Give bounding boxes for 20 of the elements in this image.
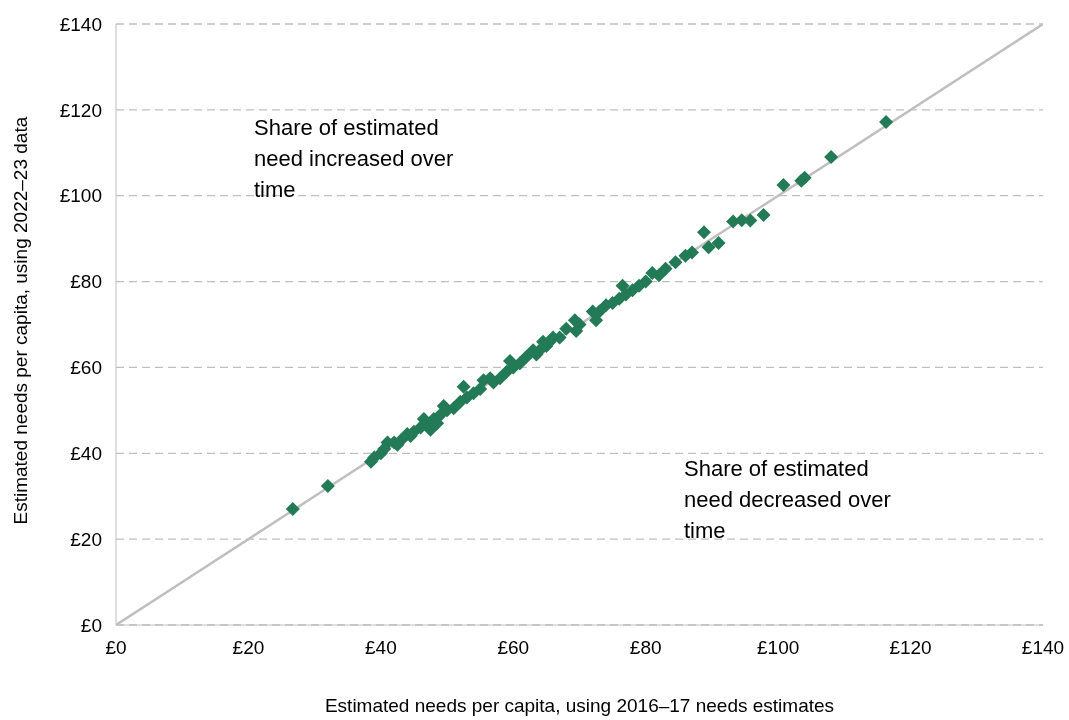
x-tick-label: £100 <box>757 637 800 659</box>
x-tick-label: £80 <box>629 637 662 659</box>
x-tick-label: £20 <box>232 637 265 659</box>
annotation: Share of estimated need decreased over time <box>684 455 892 545</box>
y-tick-label: £120 <box>59 99 102 121</box>
y-tick-label: £80 <box>70 271 102 293</box>
y-tick-label: £60 <box>70 357 102 379</box>
x-axis-title: Estimated needs per capita, using 2016–17 needs estimates <box>324 695 835 716</box>
x-tick-label: £120 <box>889 637 932 659</box>
x-tick-label: £60 <box>497 637 530 659</box>
annotation: Share of estimated need increased over time <box>254 114 455 204</box>
y-tick-label: £0 <box>80 614 102 636</box>
y-tick-label: £140 <box>59 13 102 35</box>
y-tick-label: £20 <box>70 528 102 550</box>
y-tick-label: £100 <box>59 185 102 207</box>
x-tick-label: £0 <box>105 637 127 659</box>
x-tick-label: £140 <box>1021 637 1065 659</box>
y-axis-title: Estimated needs per capita, using 2022–23 data <box>9 116 31 525</box>
y-tick-label: £40 <box>70 443 102 465</box>
x-tick-label: £40 <box>365 637 397 659</box>
